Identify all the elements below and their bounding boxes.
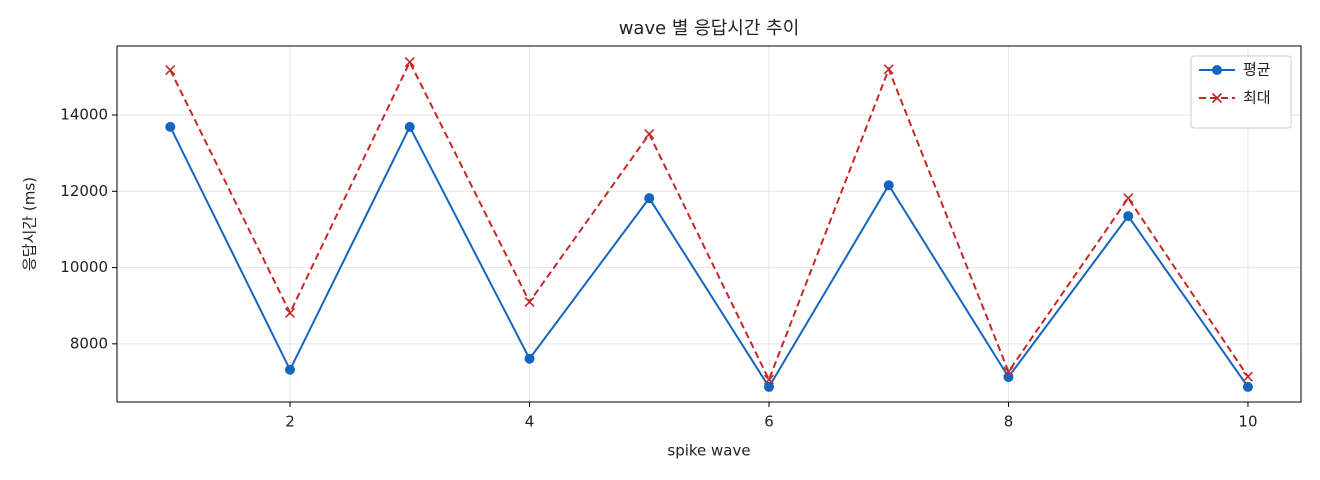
x-tick-label: 8 xyxy=(1004,413,1014,431)
chart-title: wave 별 응답시간 추이 xyxy=(619,18,800,39)
point xyxy=(1242,381,1253,392)
y-tick-label: 10000 xyxy=(60,258,108,276)
point xyxy=(644,193,655,204)
point xyxy=(165,121,176,132)
y-axis-label: 응답시간 (ms) xyxy=(21,177,39,271)
y-tick-label: 12000 xyxy=(60,182,108,200)
point xyxy=(883,64,894,75)
point xyxy=(883,180,894,191)
x-tick-label: 6 xyxy=(764,413,774,431)
point xyxy=(1003,366,1014,377)
x-tick-label: 2 xyxy=(285,413,295,431)
point xyxy=(285,364,296,375)
series-line xyxy=(169,59,1249,383)
legend-box xyxy=(1190,55,1292,129)
point xyxy=(644,129,655,140)
plot-frame xyxy=(116,45,1302,403)
point xyxy=(1003,372,1014,383)
point xyxy=(524,353,535,364)
series-line xyxy=(169,124,1249,389)
x-axis-label: spike wave xyxy=(667,442,750,460)
legend-label: 최대 xyxy=(1243,89,1271,107)
point xyxy=(1242,371,1254,382)
legend-label: 평균 xyxy=(1243,61,1271,79)
point xyxy=(524,296,535,307)
point xyxy=(165,64,176,76)
point xyxy=(404,56,415,68)
point xyxy=(284,307,296,319)
point xyxy=(404,121,415,132)
y-tick-label: 14000 xyxy=(60,106,108,124)
x-tick-label: 4 xyxy=(525,413,535,431)
legend-marker xyxy=(1212,65,1222,75)
point xyxy=(1123,193,1134,204)
legend-marker xyxy=(1211,92,1223,104)
point xyxy=(763,374,775,385)
y-tick-label: 8000 xyxy=(70,334,108,352)
point xyxy=(763,381,774,392)
x-tick-label: 10 xyxy=(1238,413,1257,431)
point xyxy=(1123,211,1134,222)
